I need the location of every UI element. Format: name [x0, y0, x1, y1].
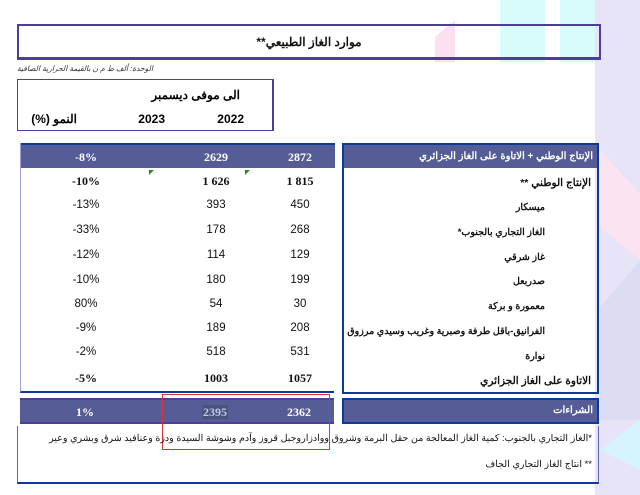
background-decoration: [600, 260, 640, 420]
purchases-values-row: 1% 2395 2362: [20, 398, 334, 424]
purchases-2023-cell[interactable]: 2395: [180, 405, 250, 420]
row-2022: 1057: [288, 371, 312, 385]
background-decoration: [595, 0, 640, 495]
table-row: -10% 1 626 1 815: [21, 170, 335, 194]
footnote-2: ** انتاج الغاز التجاري الجاف: [485, 459, 592, 470]
background-decoration: [600, 150, 640, 260]
row-2022: 1 815: [286, 174, 314, 188]
row-growth: -33%: [72, 224, 100, 236]
row-label: ميسكار: [515, 202, 545, 213]
row-2022: 129: [290, 249, 310, 261]
cell-comment-marker-icon: [149, 170, 154, 175]
row-2023: 54: [209, 298, 223, 310]
row-2022: 30: [293, 298, 307, 310]
row-label: الفرانيق-باقل طرفة وصبرية وغريب وسيدي مر…: [347, 326, 545, 337]
total-growth: -8%: [75, 150, 97, 164]
row-2022: 199: [290, 274, 310, 286]
table-title-box: موارد الغاز الطبيعي**: [17, 24, 601, 60]
total-2023: 2629: [204, 150, 228, 164]
row-2023: 178: [206, 224, 226, 236]
total-values-row: -8% 2629 2872: [21, 143, 335, 168]
total-2022: 2872: [288, 150, 312, 164]
row-growth: -13%: [72, 199, 100, 211]
purchases-growth: 1%: [76, 405, 94, 419]
table-row: -2% 518 531: [21, 342, 335, 366]
row-growth: 80%: [74, 298, 98, 310]
background-decoration: [600, 420, 640, 470]
table-row: -13% 393 450: [21, 195, 335, 219]
row-label: الغاز التجاري بالجنوب*: [457, 227, 545, 238]
row-label: معمورة و بركة: [487, 301, 545, 312]
purchases-2022: 2362: [287, 405, 311, 419]
row-2022: 531: [290, 346, 310, 358]
purchases-2023-selected: 2395: [202, 405, 228, 419]
footnote-1: *الغاز التجاري بالجنوب: كمية الغاز المعا…: [49, 433, 592, 444]
table-row: -12% 114 129: [21, 245, 335, 269]
row-label: نوارة: [525, 351, 545, 362]
year-2022-header: 2022: [217, 112, 244, 126]
row-2023: 189: [206, 322, 226, 334]
row-label: غاز شرقي: [504, 252, 545, 263]
row-growth: -10%: [72, 274, 100, 286]
row-2023: 114: [206, 249, 226, 261]
row-2022: 208: [290, 322, 310, 334]
values-panel: -8% 2629 2872 -10% 1 626 1 815 -13% 393 …: [20, 143, 335, 393]
table-row: -9% 189 208: [21, 318, 335, 342]
growth-header: النمو (%): [31, 112, 77, 126]
table-row: -33% 178 268: [21, 220, 335, 244]
row-growth: -10%: [72, 174, 100, 188]
row-2023: 1003: [204, 371, 228, 385]
row-2023: 393: [206, 199, 226, 211]
table-row: 80% 54 30: [21, 294, 335, 318]
footnotes-box: *الغاز التجاري بالجنوب: كمية الغاز المعا…: [17, 426, 599, 484]
row-2022: 268: [290, 224, 310, 236]
row-growth: -9%: [75, 322, 97, 334]
column-header-box: الى موفى ديسمبر 2022 2023 النمو (%): [17, 79, 274, 131]
unit-note: الوحدة: ألف ط م ن بالقيمة الحرارية الصاف…: [17, 64, 153, 73]
row-2023: 180: [206, 274, 226, 286]
table-row: -10% 180 199: [21, 270, 335, 294]
period-header: الى موفى ديسمبر: [151, 88, 240, 102]
cell-comment-marker-icon: [245, 170, 250, 175]
row-growth: -12%: [72, 249, 100, 261]
row-2023: 518: [206, 346, 226, 358]
year-2023-header: 2023: [138, 112, 165, 126]
table-row: -5% 1003 1057: [21, 367, 335, 391]
purchases-label: الشراءات: [342, 398, 599, 424]
row-growth: -2%: [75, 346, 97, 358]
labels-panel: الإنتاج الوطني + الاتاوة على الغاز الجزا…: [342, 143, 599, 394]
row-2022: 450: [290, 199, 310, 211]
row-growth: -5%: [75, 371, 97, 385]
table-title: موارد الغاز الطبيعي**: [256, 34, 362, 49]
row-label: الاتاوة على الغاز الجزائري: [480, 375, 591, 387]
row-2023: 1 626: [202, 174, 230, 188]
row-label: الإنتاج الوطني **: [520, 177, 591, 189]
total-label: الإنتاج الوطني + الاتاوة على الغاز الجزا…: [344, 145, 597, 168]
row-label: صدربعل: [512, 276, 545, 287]
